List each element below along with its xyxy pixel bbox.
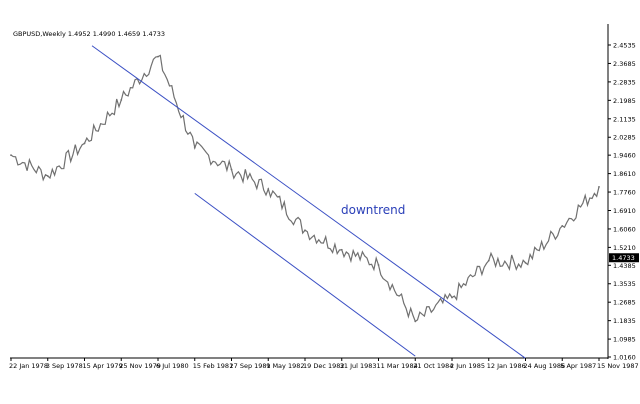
price-point: [598, 185, 600, 188]
trend-line-lower: [194, 192, 416, 357]
y-tick-label: 1.6060: [613, 225, 636, 233]
price-line-series-0: [10, 54, 600, 323]
price-point: [524, 261, 527, 264]
price-point: [340, 248, 343, 251]
x-tick-label: 15 Apr 1979: [83, 362, 123, 370]
price-point: [561, 225, 564, 227]
x-tick-label: 2 Jun 1985: [450, 362, 485, 370]
price-point: [487, 259, 490, 262]
chart-header: GBPUSD,Weekly 1.4952 1.4990 1.4659 1.473…: [13, 30, 165, 38]
axis-labels: 2.4535 2.3685 2.2835 2.1985 2.1135 2.0285 1.94…: [9, 42, 639, 370]
last-price-box: [609, 253, 639, 263]
price-point: [267, 188, 270, 190]
y-tick-label: 1.6910: [613, 207, 636, 215]
x-tick-label: 24 Aug 1986: [524, 362, 566, 370]
y-tick-label: 2.1135: [613, 115, 636, 123]
y-tick-label: 1.1835: [613, 317, 636, 325]
x-tick-label: 31 Jul 1983: [340, 362, 377, 370]
price-point: [120, 99, 123, 101]
x-tick-label: 19 Dec 1982: [303, 362, 345, 370]
y-tick-label: 1.2685: [613, 299, 636, 307]
y-tick-label: 1.3535: [613, 280, 636, 288]
x-tick-label: 27 Sep 1981: [230, 362, 271, 370]
y-tick-label: 2.0285: [613, 134, 636, 142]
price-point: [230, 168, 233, 171]
y-tick-label: 1.4385: [613, 262, 636, 270]
x-tick-label: 22 Jan 1978: [9, 362, 48, 370]
x-tick-label: 12 Jan 1986: [487, 362, 526, 370]
annotation-downtrend: downtrend: [341, 203, 405, 217]
x-tick-label: 11 Mar 1984: [377, 362, 418, 370]
price-point: [451, 296, 453, 299]
x-tick-label: 25 Nov 1979: [119, 362, 161, 370]
price-series: [10, 54, 600, 323]
y-tick-label: 1.7760: [613, 189, 636, 197]
axes: [10, 24, 609, 359]
price-point: [414, 320, 417, 323]
y-tick-label: 1.0160: [613, 354, 636, 362]
y-tick-label: 2.2835: [613, 78, 636, 86]
y-tick-label: 1.5210: [613, 244, 636, 252]
y-tick-label: 2.3685: [613, 60, 636, 68]
x-tick-label: 21 Oct 1984: [413, 362, 453, 370]
trend-channel: [91, 45, 526, 359]
y-tick-label: 2.4535: [613, 42, 636, 50]
y-tick-label: 1.8610: [613, 170, 636, 178]
y-tick-label: 2.1985: [613, 97, 636, 105]
x-tick-label: 9 May 1982: [266, 362, 304, 370]
x-tick-label: 15 Feb 1981: [193, 362, 233, 370]
trend-line-upper: [91, 45, 526, 359]
price-point: [10, 154, 12, 157]
x-tick-label: 15 Nov 1987: [597, 362, 639, 370]
last-price-label: 1.4733: [612, 254, 635, 262]
price-point: [377, 264, 380, 266]
y-tick-label: 1.9460: [613, 152, 636, 160]
price-point: [193, 146, 196, 149]
x-tick-label: 6 Jul 1980: [156, 362, 189, 370]
price-point: [157, 55, 159, 58]
price-point: [304, 229, 306, 232]
price-point: [46, 175, 49, 177]
y-tick-label: 1.0985: [613, 336, 636, 344]
x-tick-label: 5 Apr 1987: [560, 362, 596, 370]
x-tick-label: 3 Sep 1978: [46, 362, 83, 370]
price-point: [83, 142, 86, 145]
